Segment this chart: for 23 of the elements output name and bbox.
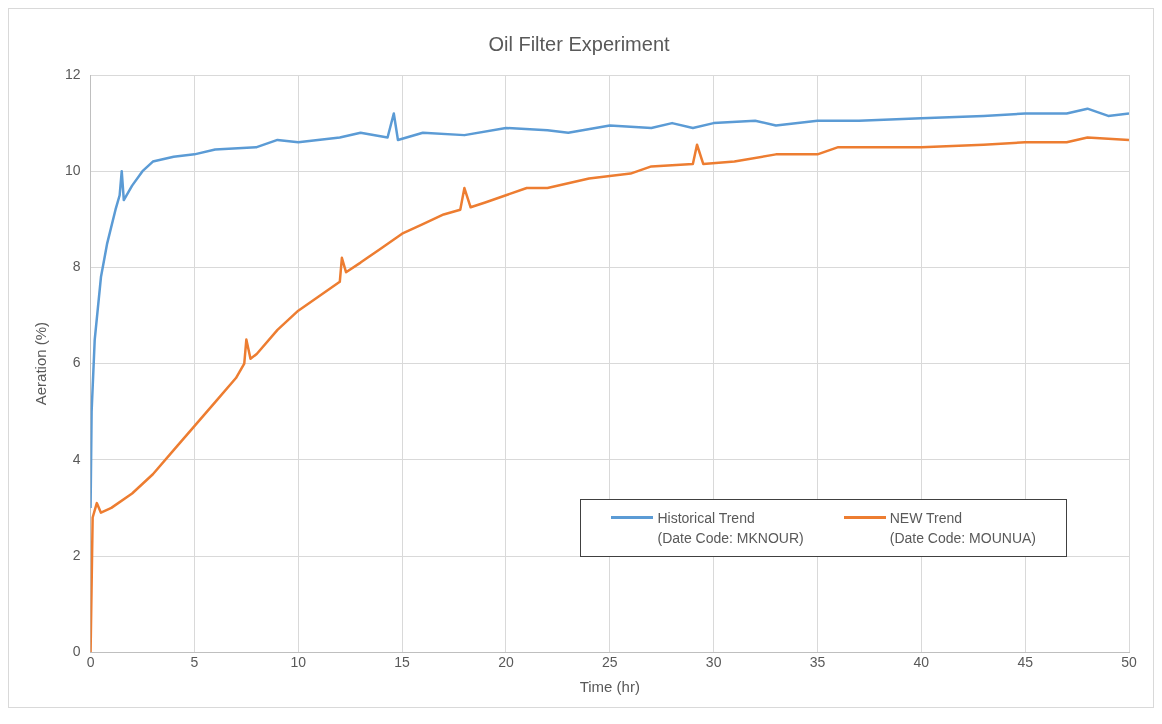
x-tick-label: 45 — [1017, 654, 1034, 671]
x-tick-label: 30 — [705, 654, 722, 671]
x-tick-label: 35 — [809, 654, 826, 671]
x-tick-label: 25 — [602, 654, 618, 671]
y-tick-label: 10 — [64, 162, 81, 179]
x-tick-label: 0 — [86, 654, 95, 671]
x-tick-label: 20 — [498, 654, 514, 671]
x-axis-title: Time (hr) — [579, 678, 640, 696]
x-tick-label: 40 — [913, 654, 930, 671]
x-tick-label: 15 — [394, 654, 411, 671]
y-tick-label: 12 — [64, 65, 81, 82]
y-tick-label: 8 — [72, 258, 81, 275]
y-axis-title: Aeration (%) — [32, 321, 50, 406]
legend-label: NEW Trend (Date Code: MOUNUA) — [889, 509, 1036, 548]
x-tick-label: 50 — [1121, 654, 1137, 671]
chart-title: Oil Filter Experiment — [488, 32, 671, 55]
y-tick-label: 6 — [72, 354, 81, 371]
legend-label: Historical Trend (Date Code: MKNOUR) — [657, 509, 804, 548]
y-tick-label: 2 — [72, 546, 81, 563]
x-tick-label: 5 — [190, 654, 199, 671]
y-tick-label: 0 — [72, 643, 81, 660]
y-tick-label: 4 — [72, 450, 81, 467]
x-tick-label: 10 — [290, 654, 307, 671]
